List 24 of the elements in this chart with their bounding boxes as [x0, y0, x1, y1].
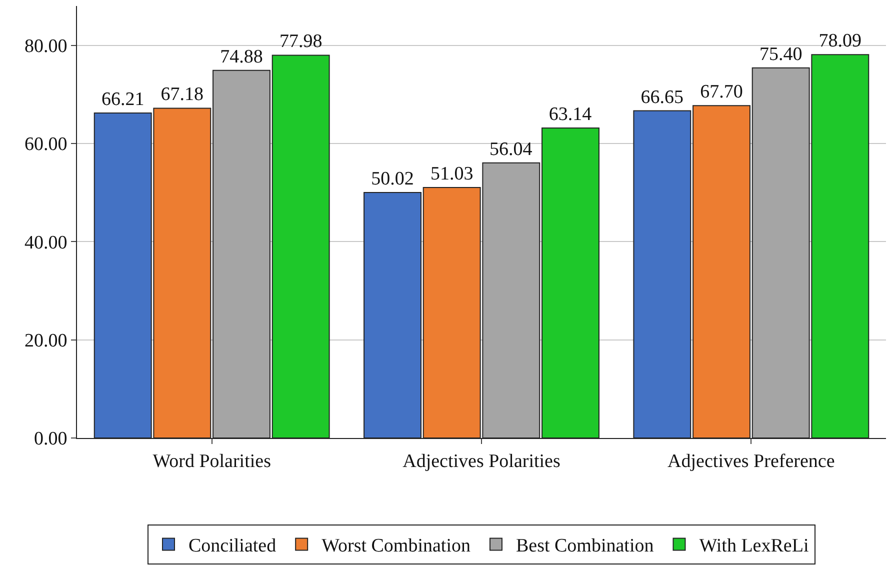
legend-label: Worst Combination	[322, 536, 471, 557]
y-tick-label: 20.00	[24, 330, 68, 352]
legend-label: Conciliated	[188, 536, 277, 557]
data-label: 74.88	[220, 46, 263, 68]
data-label: 66.21	[101, 88, 144, 110]
x-tick-label: Adjectives Preference	[668, 450, 835, 472]
y-tick-label: 40.00	[24, 232, 68, 254]
legend-label: Best Combination	[516, 536, 654, 557]
y-tick-label: 60.00	[24, 134, 68, 156]
x-tick-label: Word Polarities	[152, 450, 271, 472]
y-tick-label: 80.00	[24, 36, 68, 57]
data-label: 75.40	[759, 44, 802, 65]
data-label: 67.18	[160, 84, 204, 106]
data-label: 51.03	[430, 163, 474, 184]
data-label: 63.14	[548, 104, 592, 126]
data-label: 67.70	[700, 82, 743, 103]
data-label: 50.02	[371, 168, 414, 190]
data-label: 56.04	[490, 138, 533, 160]
data-label: 77.98	[279, 31, 322, 52]
x-tick-label: Adjectives Polarities	[402, 450, 560, 472]
data-label: 66.65	[640, 86, 684, 108]
data-label: 78.09	[818, 30, 862, 52]
y-tick-label: 0.00	[34, 428, 68, 450]
legend-label: With LexReLi	[699, 536, 809, 557]
